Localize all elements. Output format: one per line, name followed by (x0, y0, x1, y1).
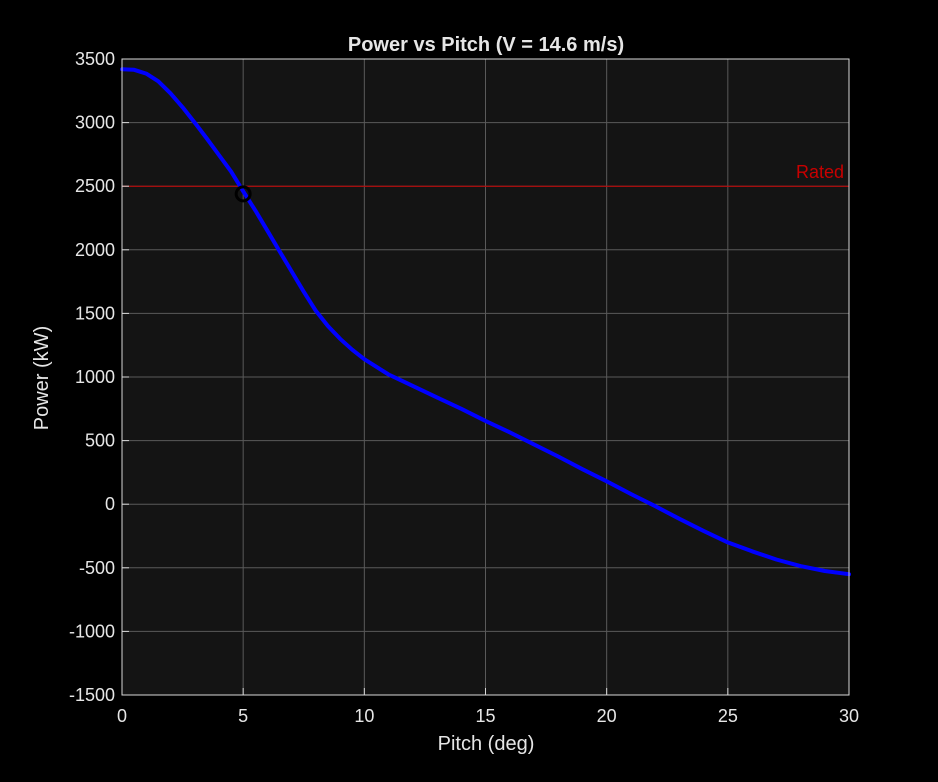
power-curve (120, 67, 851, 577)
y-tick-label: -500 (79, 558, 115, 578)
y-tick-labels: -1500 -1000 -500 0 500 1000 1500 2000 2500 3000 35… (69, 49, 129, 705)
x-tick-label: 15 (475, 706, 495, 726)
y-tick-label: 500 (85, 431, 115, 451)
operating-point-marker (234, 185, 252, 203)
y-tick-label: 2500 (75, 176, 115, 196)
y-tick-label: -1000 (69, 621, 115, 641)
x-tick-label: 25 (718, 706, 738, 726)
y-tick-label: 1500 (75, 303, 115, 323)
x-tick-label: 5 (238, 706, 248, 726)
chart-title: Power vs Pitch (V = 14.6 m/s) (348, 34, 624, 56)
rated-label: Rated (796, 162, 844, 182)
y-tick-label: 0 (105, 494, 115, 514)
y-tick-label: 2000 (75, 240, 115, 260)
x-axis-label: Pitch (deg) (438, 733, 535, 755)
x-tick-label: 0 (117, 706, 127, 726)
y-tick-label: 3500 (75, 49, 115, 69)
y-tick-label: 1000 (75, 367, 115, 387)
series-group (120, 67, 851, 577)
x-tick-labels: 0 5 10 15 20 25 30 (117, 688, 859, 726)
marker-group (234, 185, 252, 203)
y-tick-label: -1500 (69, 685, 115, 705)
y-axis-label: Power (kW) (31, 326, 53, 430)
x-tick-label: 10 (354, 706, 374, 726)
x-tick-label: 30 (839, 706, 859, 726)
x-tick-label: 20 (597, 706, 617, 726)
y-tick-label: 3000 (75, 113, 115, 133)
